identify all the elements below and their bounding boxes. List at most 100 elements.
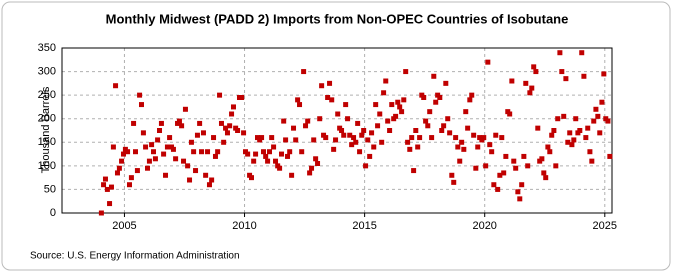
- point: [301, 69, 307, 75]
- point: [521, 153, 527, 159]
- point: [229, 111, 235, 117]
- point: [503, 153, 509, 159]
- point: [317, 116, 323, 122]
- point: [104, 186, 110, 192]
- point: [515, 189, 521, 195]
- point: [263, 153, 269, 159]
- point: [245, 151, 251, 157]
- point: [425, 123, 431, 129]
- point: [465, 125, 471, 131]
- point: [140, 130, 146, 136]
- point: [299, 149, 305, 155]
- point: [119, 158, 125, 164]
- point: [581, 73, 587, 79]
- point: [149, 142, 155, 148]
- point: [341, 132, 347, 138]
- point: [101, 182, 107, 188]
- point: [411, 168, 417, 174]
- point: [461, 146, 467, 152]
- point: [269, 135, 275, 141]
- point: [170, 146, 176, 152]
- y-tick-label: 300: [38, 65, 56, 77]
- point: [535, 125, 541, 131]
- point: [451, 179, 457, 185]
- point: [295, 97, 301, 103]
- point: [157, 128, 163, 133]
- point: [325, 95, 331, 100]
- point: [339, 128, 345, 133]
- point: [315, 161, 321, 166]
- point: [365, 137, 371, 143]
- point: [367, 153, 373, 159]
- point: [291, 125, 297, 131]
- point: [327, 80, 333, 86]
- y-tick-label: 150: [38, 136, 56, 148]
- point: [114, 170, 120, 176]
- point: [158, 120, 164, 126]
- point: [311, 137, 317, 143]
- point: [427, 109, 433, 115]
- point: [447, 130, 453, 136]
- point: [261, 149, 267, 155]
- point: [441, 123, 447, 129]
- point: [413, 128, 419, 133]
- point: [463, 109, 469, 115]
- point: [205, 149, 211, 155]
- point: [449, 172, 455, 178]
- point: [563, 76, 569, 82]
- y-tick-label: 350: [38, 42, 56, 54]
- point: [579, 50, 585, 56]
- point: [493, 132, 499, 138]
- point: [467, 97, 473, 103]
- point: [333, 137, 339, 143]
- y-tick-label: 250: [38, 89, 56, 101]
- point: [197, 120, 203, 126]
- point: [497, 172, 503, 178]
- point: [523, 80, 529, 86]
- point: [235, 128, 241, 133]
- point: [501, 170, 507, 176]
- x-tick-label: 2010: [232, 220, 256, 232]
- point: [182, 106, 188, 112]
- point: [379, 139, 385, 145]
- point: [357, 149, 363, 155]
- point: [599, 99, 605, 105]
- point: [509, 78, 515, 84]
- chart-title: Monthly Midwest (PADD 2) Imports from No…: [106, 11, 569, 26]
- point: [161, 151, 167, 157]
- point: [289, 172, 295, 178]
- frame: [1, 1, 671, 271]
- point: [473, 165, 479, 171]
- point: [187, 177, 193, 183]
- point: [113, 83, 119, 89]
- point: [399, 109, 405, 115]
- point: [349, 142, 355, 148]
- point: [455, 144, 461, 150]
- point: [607, 153, 613, 159]
- point: [557, 50, 563, 56]
- point: [409, 135, 415, 141]
- point: [271, 144, 277, 150]
- point: [551, 128, 557, 133]
- point: [585, 125, 591, 131]
- point: [383, 78, 389, 84]
- point: [565, 139, 571, 145]
- point: [303, 123, 309, 129]
- point: [230, 104, 236, 110]
- point: [188, 139, 194, 145]
- point: [453, 135, 459, 141]
- point: [353, 139, 359, 145]
- point: [555, 116, 561, 122]
- point: [134, 168, 140, 174]
- point: [155, 137, 161, 143]
- point: [265, 158, 271, 164]
- point: [547, 149, 553, 155]
- point: [212, 153, 218, 159]
- point: [407, 146, 413, 152]
- point: [335, 111, 341, 117]
- x-tick-label: 2005: [112, 220, 136, 232]
- point: [569, 142, 575, 148]
- point: [513, 165, 519, 171]
- point: [531, 64, 537, 70]
- point: [491, 182, 497, 188]
